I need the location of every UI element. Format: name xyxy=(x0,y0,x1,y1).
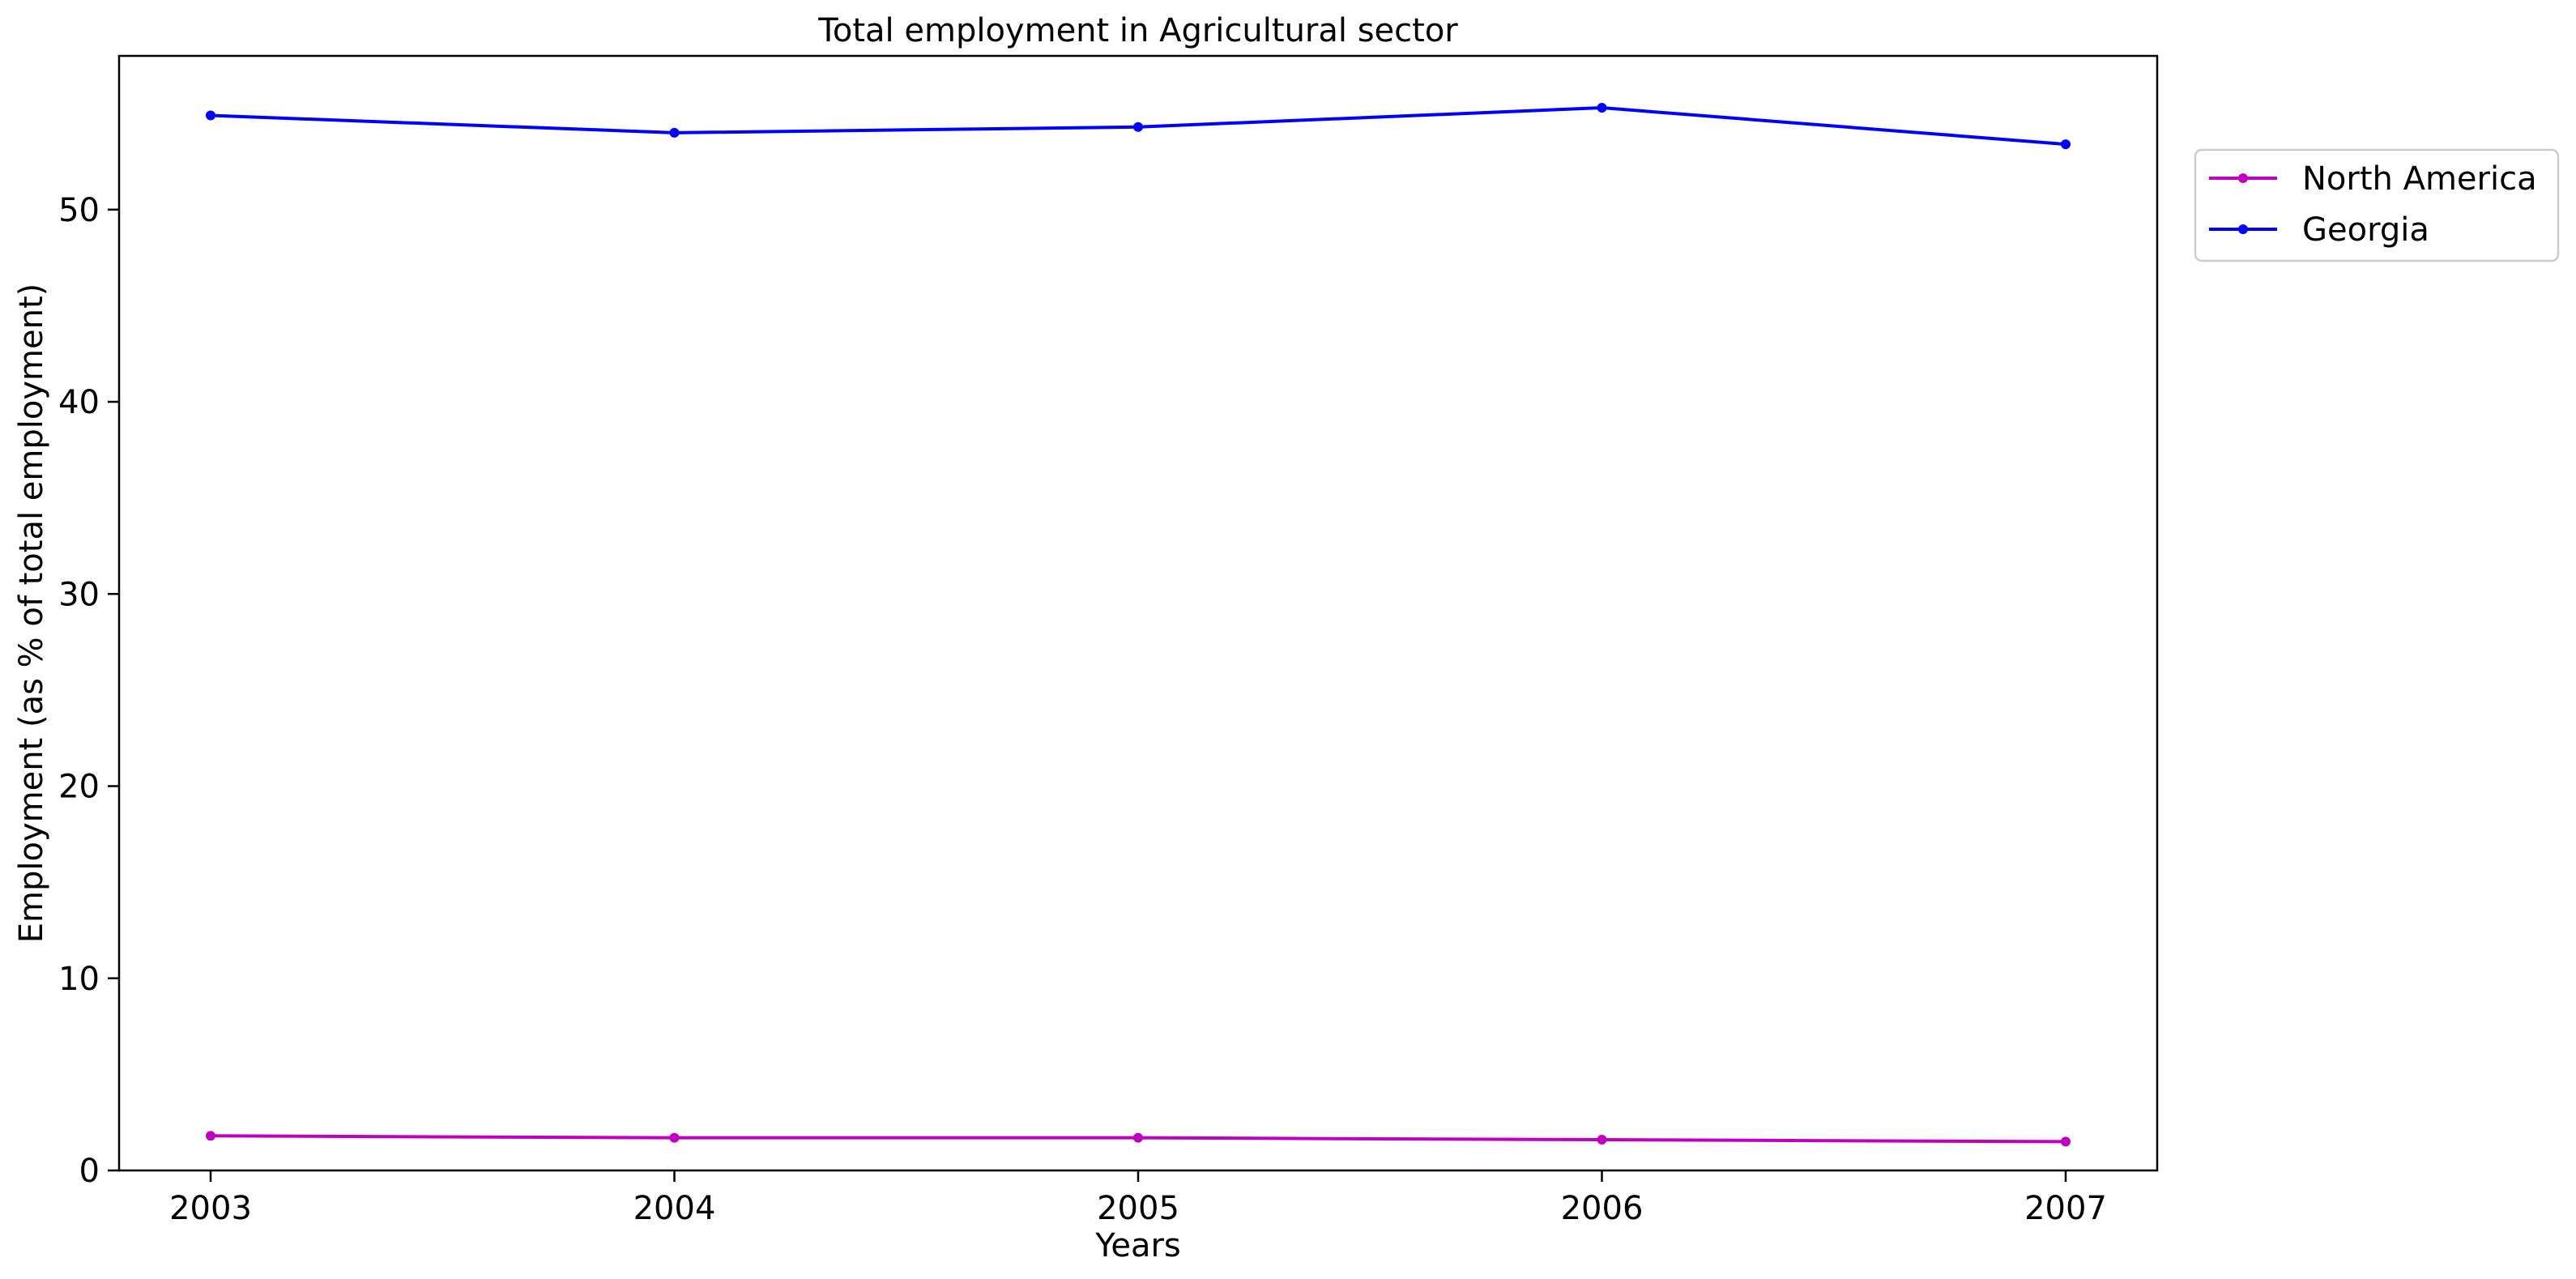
x-tick-label: 2005 xyxy=(1097,1190,1179,1227)
data-point-north-america xyxy=(669,1132,680,1143)
chart-title: Total employment in Agricultural sector xyxy=(817,12,1458,49)
y-axis: 0 10 20 30 40 50 xyxy=(58,192,119,1190)
data-point-north-america xyxy=(1133,1132,1143,1143)
x-tick-label: 2003 xyxy=(169,1190,252,1227)
data-point-georgia xyxy=(1133,122,1143,132)
legend-label: North America xyxy=(2302,160,2537,198)
y-tick-label: 0 xyxy=(79,1153,100,1190)
y-tick-label: 50 xyxy=(58,192,100,229)
x-tick-label: 2004 xyxy=(633,1190,716,1227)
plot-area: 0 10 20 30 40 50 2003 2004 2005 2006 2007 xyxy=(58,54,2159,1227)
y-tick-label: 40 xyxy=(58,384,100,421)
legend-swatch-marker xyxy=(2238,173,2248,183)
legend-frame xyxy=(2194,148,2560,262)
data-point-georgia xyxy=(669,127,680,138)
series-georgia xyxy=(206,103,2071,150)
data-point-north-america xyxy=(206,1131,215,1141)
x-axis: 2003 2004 2005 2006 2007 xyxy=(169,1170,2107,1227)
series-north-america xyxy=(206,1131,2071,1147)
x-tick-label: 2006 xyxy=(1561,1190,1644,1227)
legend-label: Georgia xyxy=(2302,211,2429,249)
series-layer xyxy=(206,103,2071,1147)
legend-item-georgia: Georgia xyxy=(2209,211,2429,249)
legend-swatch-marker xyxy=(2238,224,2248,234)
data-point-georgia xyxy=(2061,139,2071,150)
data-point-georgia xyxy=(1597,103,1607,113)
y-tick-label: 30 xyxy=(58,576,100,613)
data-point-north-america xyxy=(1597,1135,1607,1145)
y-tick-label: 10 xyxy=(58,961,100,998)
legend: North America Georgia xyxy=(2194,148,2560,262)
x-tick-label: 2007 xyxy=(2024,1190,2107,1227)
y-axis-title: Employment (as % of total employment) xyxy=(13,284,50,944)
data-point-north-america xyxy=(2061,1136,2071,1147)
x-axis-title: Years xyxy=(1094,1227,1181,1264)
data-point-georgia xyxy=(206,110,215,121)
y-tick-label: 20 xyxy=(58,769,100,806)
legend-item-north-america: North America xyxy=(2209,160,2537,198)
